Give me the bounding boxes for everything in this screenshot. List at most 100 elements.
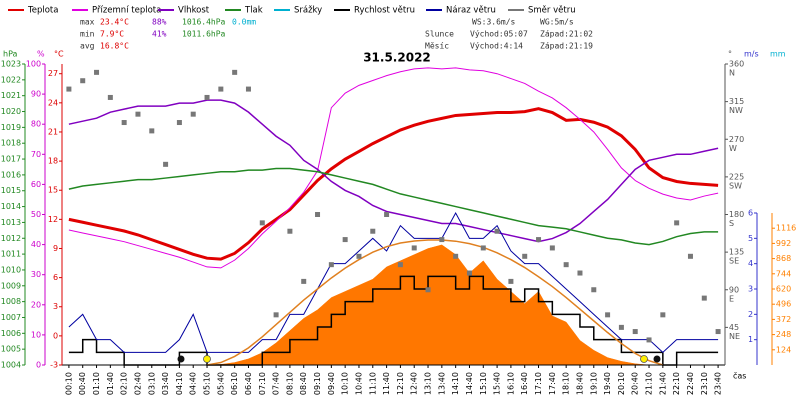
y-tick-label: 4	[748, 259, 753, 268]
axis-label: mm	[770, 50, 786, 59]
y-tick-name: NE	[729, 332, 740, 341]
y-tick-label: 1007	[1, 313, 21, 322]
y-tick-name: S	[729, 219, 734, 228]
series-line	[68, 67, 719, 269]
plot-area	[66, 67, 721, 366]
x-tick-label: 07:40	[272, 372, 281, 395]
y-tick-label: 27	[48, 69, 58, 78]
x-tick-label: 22:10	[672, 372, 681, 395]
y-tick-label: 1116	[776, 224, 796, 233]
direction-point	[259, 220, 265, 226]
x-tick-label: 20:40	[631, 372, 640, 395]
y-tick-label: 1015	[1, 186, 21, 195]
y-tick-label: 24	[48, 98, 58, 107]
x-tick-label: 02:40	[133, 372, 142, 395]
series-line	[68, 99, 719, 243]
y-tick-label: 3	[748, 285, 753, 294]
stat-value: 88%	[152, 18, 167, 27]
y-tick-label: 1005	[1, 345, 21, 354]
direction-point	[439, 237, 445, 243]
y-tick-label: 9	[53, 244, 58, 253]
x-tick-label: 10:40	[354, 372, 363, 395]
x-tick-label: 21:10	[645, 372, 654, 395]
direction-point	[577, 270, 583, 276]
direction-point	[204, 94, 210, 100]
y-tick-label: 45	[729, 323, 739, 332]
axis-label: hPa	[3, 50, 18, 59]
y-tick-label: 6	[748, 209, 753, 218]
y-tick-label: 868	[776, 254, 791, 263]
legend-label: Přízemní teplota	[92, 6, 161, 16]
series-line	[68, 167, 719, 246]
stat-value: 1011.6hPa	[182, 30, 226, 39]
moon-set-marker	[653, 355, 661, 363]
direction-point	[163, 161, 169, 167]
series-line	[206, 239, 664, 366]
y-tick-label: 90	[729, 285, 739, 294]
x-tick-label: 10:10	[341, 372, 350, 395]
series-line	[68, 107, 719, 261]
x-tick-label: 08:40	[299, 372, 308, 395]
y-tick-label: 248	[776, 330, 791, 339]
direction-point	[190, 111, 196, 117]
direction-point	[715, 329, 721, 335]
direction-point	[605, 312, 611, 318]
x-tick-label: 00:10	[64, 372, 73, 395]
x-tick-label: 17:10	[534, 372, 543, 395]
y-tick-label: 18	[48, 157, 58, 166]
y-tick-name: NW	[729, 106, 743, 115]
legend-label: Teplota	[27, 6, 58, 16]
axis-label: m/s	[744, 50, 759, 59]
y-tick-label: 0	[53, 331, 58, 340]
y-tick-label: 360	[729, 60, 744, 69]
x-tick-label: 19:40	[603, 372, 612, 395]
y-tick-label: 1021	[1, 91, 21, 100]
x-tick-label: 23:40	[714, 372, 723, 395]
y-tick-label: 21	[48, 127, 58, 136]
stat-value: 41%	[152, 30, 167, 39]
y-tick-label: 0	[36, 361, 41, 370]
stat-sun: Slunce	[425, 30, 454, 39]
direction-point	[315, 212, 321, 217]
x-tick-label: 01:40	[106, 372, 115, 395]
x-tick-label: 12:40	[410, 372, 419, 395]
direction-point	[687, 253, 693, 259]
legend-label: Srážky	[294, 6, 322, 16]
stat-sun: Východ:05:07	[470, 30, 528, 39]
x-tick-label: 09:40	[327, 372, 336, 395]
direction-point	[660, 312, 666, 318]
series-line	[68, 275, 719, 366]
x-tick-label: 08:10	[285, 372, 294, 395]
direction-point	[508, 278, 514, 284]
y-tick-label: 12	[48, 215, 58, 224]
direction-point	[411, 245, 417, 251]
x-tick-label: 05:40	[216, 372, 225, 395]
y-tick-label: 1006	[1, 329, 21, 338]
chart-title: 31.5.2022	[363, 51, 431, 65]
y-tick-label: 1019	[1, 123, 21, 132]
y-tick-label: 1016	[1, 170, 21, 179]
axis-label: °	[728, 50, 732, 59]
y-tick-label: 992	[776, 239, 791, 248]
stat-label: min	[80, 30, 95, 39]
stat-sun: Západ:21:02	[540, 30, 593, 39]
direction-point	[273, 312, 279, 318]
direction-point	[107, 94, 113, 100]
x-tick-label: 13:10	[424, 372, 433, 395]
x-tick-label: 15:40	[493, 372, 502, 395]
x-tick-label: 03:10	[147, 372, 156, 395]
y-tick-label: 180	[729, 210, 744, 219]
stat-value: 1016.4hPa	[182, 18, 226, 27]
y-tick-label: -3	[50, 361, 58, 370]
direction-point	[149, 128, 155, 134]
stat-wind: WS:3.6m/s	[472, 18, 516, 27]
direction-point	[80, 78, 86, 84]
x-axis-label: čas	[733, 371, 746, 381]
x-tick-label: 17:40	[548, 372, 557, 395]
y-tick-label: 1009	[1, 281, 21, 290]
direction-point	[328, 262, 334, 268]
direction-point	[66, 86, 72, 92]
stat-wind: WG:5m/s	[540, 18, 574, 27]
moon-rise-marker	[177, 355, 185, 363]
direction-point	[618, 324, 624, 330]
